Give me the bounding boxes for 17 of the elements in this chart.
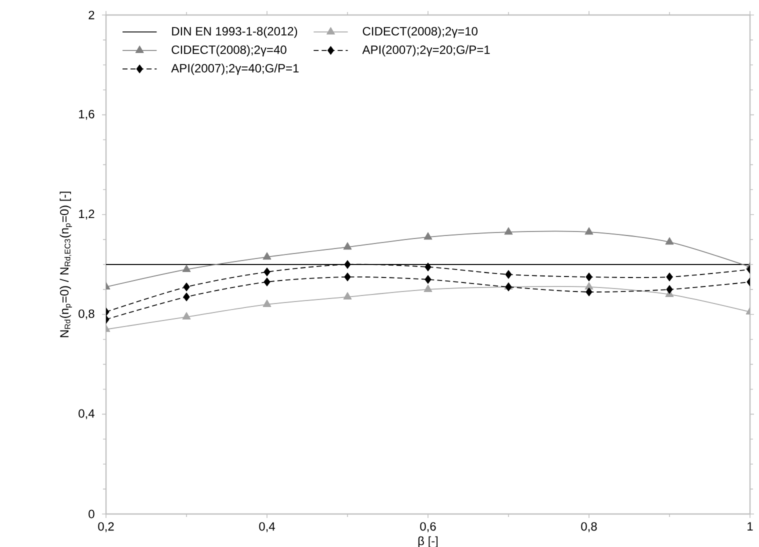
x-tick-label: 0,2 [98,522,114,532]
x-tick-label: 0,8 [581,522,597,532]
y-tick-label: 1,6 [79,110,94,120]
y-tick-label: 0,8 [78,309,94,320]
legend-label: API(2007);2γ=40;G/P=1 [171,64,299,75]
legend-label: CIDECT(2008);2γ=40 [172,45,286,56]
text: N$_{Rd}$(n$_{p}$=0) / N$_{Rd,EC3}$(n$_{p}$=0) [-] [60,192,72,338]
legend-label: API(2007);2γ=20;G/P=1 [362,45,490,56]
x-tick-label: 0,6 [420,522,436,532]
y-tick-label: 0,4 [78,409,94,420]
y-tick-label: 1,2 [79,210,94,220]
legend-label: CIDECT(2008);2γ=10 [362,26,478,38]
y-tick-label: 2 [88,10,94,20]
x-tick-label: 1 [748,522,753,530]
y-tick-label: 0 [88,510,94,518]
x-tick-label: 0,4 [259,522,275,532]
legend-label: DIN EN 1993-1-8(2012) [172,26,298,38]
